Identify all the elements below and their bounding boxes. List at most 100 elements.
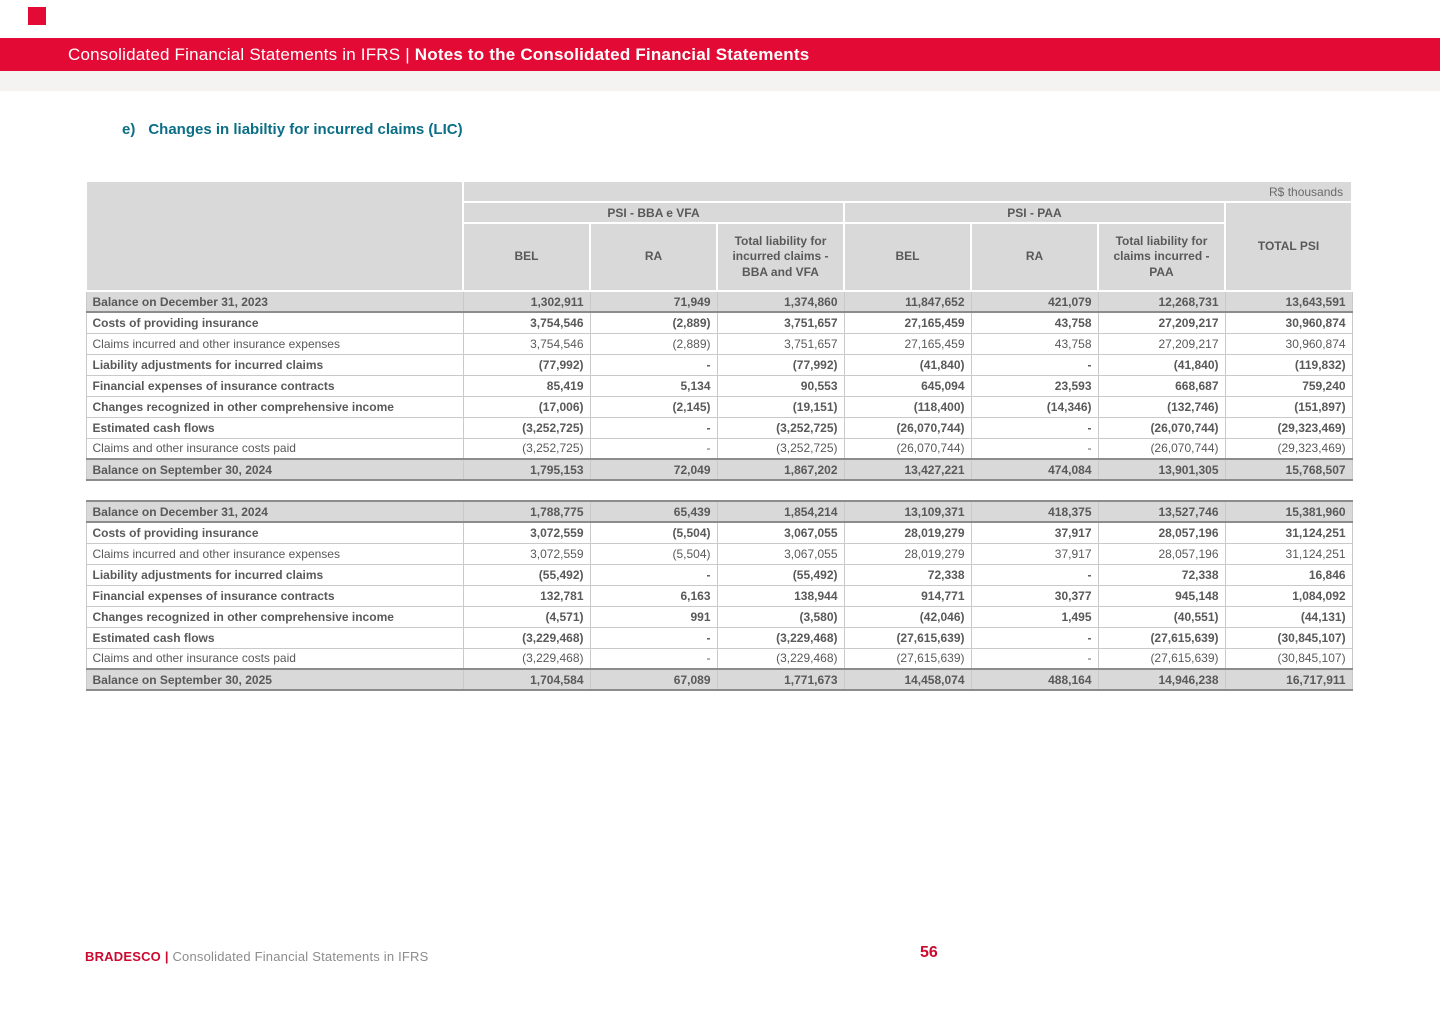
banner-title-emphasis: Notes to the Consolidated Financial Stat… [414, 44, 810, 64]
value-cell: 474,084 [970, 458, 1099, 481]
table-row: Liability adjustments for incurred claim… [85, 563, 1353, 586]
value-cell: (55,492) [716, 563, 845, 586]
value-cell: 945,148 [1097, 584, 1226, 607]
value-cell: 16,846 [1224, 563, 1353, 586]
column-header-total-psi: TOTAL PSI [1223, 201, 1354, 292]
lic-table: R$ thousands PSI - BBA e VFA PSI - PAA T… [85, 180, 1354, 691]
value-cell: (2,889) [589, 332, 718, 355]
value-cell: 72,338 [1097, 563, 1226, 586]
value-cell: 3,751,657 [716, 332, 845, 355]
value-cell: 90,553 [716, 374, 845, 397]
value-cell: 1,771,673 [716, 668, 845, 691]
table-row: Balance on December 31, 2023 1,302,911 71,… [85, 290, 1353, 313]
value-cell: 1,867,202 [716, 458, 845, 481]
brand-square-icon [28, 7, 46, 25]
value-cell: 13,643,591 [1224, 290, 1353, 313]
value-cell: 1,788,775 [462, 500, 591, 523]
value-cell: - [589, 353, 718, 376]
value-cell: - [589, 563, 718, 586]
value-cell: 3,751,657 [716, 311, 845, 334]
column-header-ra-bba: RA [589, 222, 718, 292]
value-cell: 14,946,238 [1097, 668, 1226, 691]
value-cell: (26,070,744) [1097, 437, 1226, 460]
value-cell: 418,375 [970, 500, 1099, 523]
value-cell: 3,754,546 [462, 311, 591, 334]
row-label: Changes recognized in other comprehensiv… [85, 605, 464, 628]
value-cell: (30,845,107) [1224, 626, 1353, 649]
value-cell: 1,302,911 [462, 290, 591, 313]
value-cell: - [970, 353, 1099, 376]
table-row: Balance on September 30, 2024 1,795,153 72… [85, 458, 1353, 481]
value-cell: 5,134 [589, 374, 718, 397]
value-cell: 1,795,153 [462, 458, 591, 481]
value-cell: 14,458,074 [843, 668, 972, 691]
row-label: Costs of providing insurance [85, 311, 464, 334]
value-cell: (5,504) [589, 542, 718, 565]
row-label: Changes recognized in other comprehensiv… [85, 395, 464, 418]
value-cell: 1,084,092 [1224, 584, 1353, 607]
value-cell: 13,527,746 [1097, 500, 1226, 523]
value-cell: (2,145) [589, 395, 718, 418]
row-label: Liability adjustments for incurred claim… [85, 563, 464, 586]
value-cell: - [970, 626, 1099, 649]
value-cell: (41,840) [1097, 353, 1226, 376]
row-label: Claims and other insurance costs paid [85, 647, 464, 670]
footer-brand: BRADESCO [85, 949, 161, 964]
value-cell: (44,131) [1224, 605, 1353, 628]
value-cell: 71,949 [589, 290, 718, 313]
table-row: Balance on September 30, 2025 1,704,584 67… [85, 668, 1353, 691]
value-cell: 43,758 [970, 332, 1099, 355]
value-cell: (77,992) [462, 353, 591, 376]
table-block-gap [86, 480, 1353, 501]
value-cell: 85,419 [462, 374, 591, 397]
column-header-total-bba-vfa: Total liability for incurred claims - BB… [716, 222, 845, 292]
row-label: Financial expenses of insurance contract… [85, 584, 464, 607]
value-cell: 23,593 [970, 374, 1099, 397]
value-cell: 27,165,459 [843, 311, 972, 334]
table-row: Claims and other insurance costs paid (3,… [85, 647, 1353, 670]
value-cell: 13,901,305 [1097, 458, 1226, 481]
value-cell: 914,771 [843, 584, 972, 607]
unit-label: R$ thousands [461, 180, 1354, 203]
value-cell: (3,580) [716, 605, 845, 628]
top-strip [0, 0, 1440, 38]
value-cell: 31,124,251 [1224, 542, 1353, 565]
value-cell: 27,209,217 [1097, 311, 1226, 334]
value-cell: (19,151) [716, 395, 845, 418]
value-cell: - [589, 437, 718, 460]
value-cell: (26,070,744) [843, 416, 972, 439]
table-row: Claims incurred and other insurance expe… [85, 542, 1353, 565]
value-cell: (3,252,725) [716, 437, 845, 460]
value-cell: (151,897) [1224, 395, 1353, 418]
value-cell: 1,854,214 [716, 500, 845, 523]
table-row: Liability adjustments for incurred claim… [85, 353, 1353, 376]
value-cell: 30,960,874 [1224, 332, 1353, 355]
value-cell: 67,089 [589, 668, 718, 691]
value-cell: 3,072,559 [462, 542, 591, 565]
value-cell: (5,504) [589, 521, 718, 544]
value-cell: 759,240 [1224, 374, 1353, 397]
value-cell: - [589, 626, 718, 649]
value-cell: (77,992) [716, 353, 845, 376]
footer-separator: | [164, 949, 169, 964]
table-block-2025: Balance on December 31, 2024 1,788,775 65,… [85, 500, 1353, 691]
value-cell: (42,046) [843, 605, 972, 628]
table-row: Financial expenses of insurance contract… [85, 584, 1353, 607]
value-cell: (26,070,744) [843, 437, 972, 460]
value-cell: 132,781 [462, 584, 591, 607]
row-label: Balance on September 30, 2024 [85, 458, 464, 481]
value-cell: (40,551) [1097, 605, 1226, 628]
table-block-2024: Balance on December 31, 2023 1,302,911 71,… [85, 290, 1353, 481]
table-row: Estimated cash flows (3,252,725) - (3,252,7… [85, 416, 1353, 439]
section-title-text: Changes in liabiltiy for incurred claims… [148, 121, 463, 138]
value-cell: 15,381,960 [1224, 500, 1353, 523]
value-cell: (3,252,725) [716, 416, 845, 439]
value-cell: (3,252,725) [462, 416, 591, 439]
value-cell: 37,917 [970, 521, 1099, 544]
page-footer: BRADESCO | Consolidated Financial Statem… [0, 944, 1440, 978]
table-row: Balance on December 31, 2024 1,788,775 65,… [85, 500, 1353, 523]
footer-document-title: Consolidated Financial Statements in IFR… [172, 949, 429, 964]
value-cell: 3,067,055 [716, 542, 845, 565]
value-cell: 28,057,196 [1097, 521, 1226, 544]
